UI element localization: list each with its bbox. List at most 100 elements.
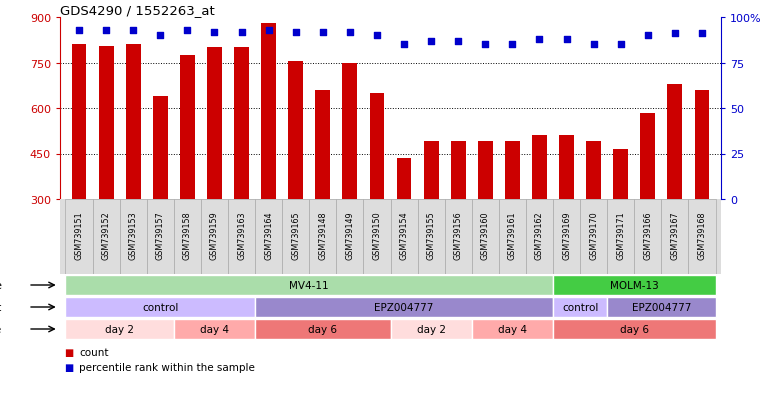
Bar (559, 136, 574, 199)
Text: cell line: cell line (0, 280, 2, 290)
Bar (93, 199, 119, 274)
Bar (288, 62, 303, 199)
Text: GSM739156: GSM739156 (454, 211, 463, 259)
Text: day 4: day 4 (498, 324, 527, 334)
Bar (396, 159, 412, 199)
Text: GSM739160: GSM739160 (481, 211, 490, 259)
Bar (390, 319, 472, 339)
Bar (472, 199, 499, 274)
Text: GSM739169: GSM739169 (562, 211, 571, 259)
Bar (418, 199, 444, 274)
Bar (553, 275, 715, 295)
Bar (390, 199, 418, 274)
Text: ■: ■ (64, 362, 73, 372)
Text: time: time (0, 324, 2, 334)
Text: control: control (142, 302, 178, 312)
Bar (641, 113, 655, 199)
Point (452, 38, 464, 45)
Text: GSM739165: GSM739165 (291, 211, 300, 259)
Point (561, 36, 573, 43)
Text: GSM739157: GSM739157 (156, 211, 164, 259)
Point (127, 27, 139, 34)
Bar (72, 45, 87, 199)
Bar (667, 85, 683, 199)
Text: EPZ004777: EPZ004777 (632, 302, 691, 312)
Point (371, 33, 383, 39)
Point (344, 29, 356, 36)
Bar (228, 199, 255, 274)
Point (73, 27, 85, 34)
Bar (255, 319, 390, 339)
Bar (505, 142, 520, 199)
Text: count: count (79, 347, 109, 357)
Text: control: control (562, 302, 598, 312)
Text: agent: agent (0, 302, 2, 312)
Point (425, 38, 438, 45)
Text: GSM739168: GSM739168 (698, 211, 706, 259)
Text: GSM739153: GSM739153 (129, 211, 138, 259)
Point (615, 42, 627, 48)
Bar (478, 142, 493, 199)
Bar (444, 199, 472, 274)
Bar (553, 297, 607, 317)
Bar (586, 142, 601, 199)
Bar (695, 90, 709, 199)
Text: GSM739148: GSM739148 (318, 211, 327, 259)
Bar (336, 199, 364, 274)
Bar (126, 45, 141, 199)
Text: GSM739154: GSM739154 (400, 211, 409, 259)
Text: day 2: day 2 (105, 324, 134, 334)
Point (263, 27, 275, 34)
Bar (607, 297, 715, 317)
Text: GSM739162: GSM739162 (535, 211, 544, 259)
Text: GSM739167: GSM739167 (670, 211, 680, 259)
Bar (234, 48, 249, 199)
Bar (119, 199, 147, 274)
Text: GSM739163: GSM739163 (237, 211, 246, 259)
Bar (532, 136, 547, 199)
Point (290, 29, 302, 36)
Bar (580, 199, 607, 274)
Bar (364, 199, 390, 274)
Bar (65, 199, 93, 274)
Text: day 6: day 6 (308, 324, 337, 334)
Bar (180, 56, 195, 199)
Text: MV4-11: MV4-11 (289, 280, 329, 290)
Bar (526, 199, 553, 274)
Text: GSM739152: GSM739152 (101, 211, 110, 259)
Text: GSM739164: GSM739164 (264, 211, 273, 259)
Bar (147, 199, 174, 274)
Text: EPZ004777: EPZ004777 (374, 302, 434, 312)
Bar (499, 199, 526, 274)
Bar (315, 90, 330, 199)
Text: day 4: day 4 (200, 324, 229, 334)
Text: GSM739158: GSM739158 (183, 211, 192, 259)
Text: GSM739166: GSM739166 (643, 211, 652, 259)
Point (506, 42, 518, 48)
Bar (65, 297, 255, 317)
Bar (174, 319, 255, 339)
Bar (424, 142, 438, 199)
Text: MOLM-13: MOLM-13 (610, 280, 659, 290)
Point (154, 33, 167, 39)
Point (398, 42, 410, 48)
Text: percentile rank within the sample: percentile rank within the sample (79, 362, 255, 372)
Text: GSM739161: GSM739161 (508, 211, 517, 259)
Bar (255, 297, 553, 317)
Point (479, 42, 492, 48)
Text: GSM739159: GSM739159 (210, 211, 219, 259)
Bar (661, 199, 689, 274)
Text: GSM739150: GSM739150 (372, 211, 381, 259)
Bar (153, 97, 167, 199)
Bar (65, 275, 553, 295)
Point (209, 29, 221, 36)
Text: day 6: day 6 (619, 324, 649, 334)
Bar (261, 24, 276, 199)
Bar (689, 199, 715, 274)
Text: GDS4290 / 1552263_at: GDS4290 / 1552263_at (60, 4, 215, 17)
Point (100, 27, 112, 34)
Point (642, 33, 654, 39)
Bar (635, 199, 661, 274)
Text: day 2: day 2 (416, 324, 446, 334)
Text: GSM739151: GSM739151 (75, 211, 84, 259)
